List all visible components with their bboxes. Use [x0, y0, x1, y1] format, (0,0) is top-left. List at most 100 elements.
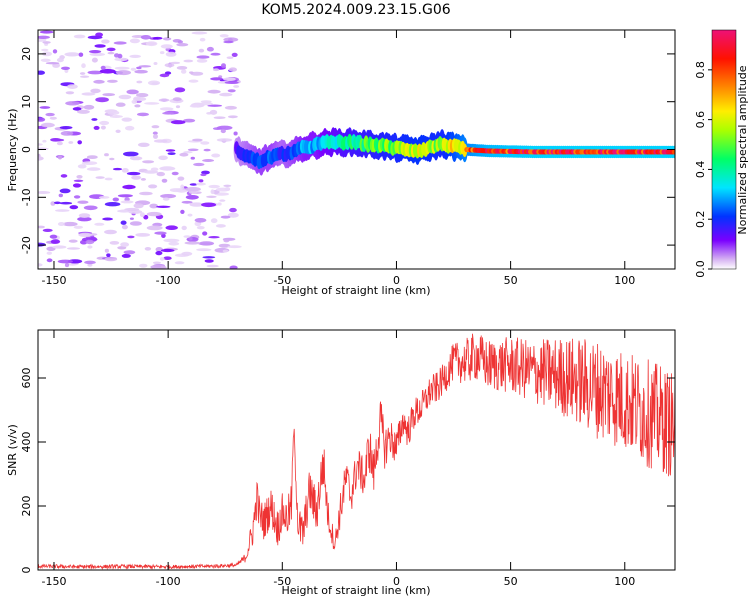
spectrogram-noise-cell	[106, 47, 116, 52]
spectrogram-noise-cell	[81, 92, 96, 96]
spectrogram-noise-cell	[72, 107, 82, 111]
spectrogram-noise-cell	[229, 207, 237, 213]
spectrogram-noise-cell	[215, 224, 226, 228]
spectrogram-noise-cell	[61, 66, 70, 71]
spectrogram-noise-cell	[114, 66, 130, 70]
spectrogram-noise-cell	[151, 82, 159, 85]
spectrogram-noise-cell	[191, 31, 208, 35]
spectrogram-noise-cell	[130, 67, 137, 71]
spectrogram-noise-cell	[227, 115, 238, 119]
spectrogram-noise-cell	[177, 176, 185, 181]
spectrogram-noise-cell	[144, 247, 152, 251]
spectrogram-noise-cell	[72, 183, 82, 188]
spectrogram-noise-cell	[115, 129, 121, 133]
spectrogram-noise-cell	[179, 152, 189, 157]
spectrogram-noise-cell	[163, 238, 180, 243]
spectrogram-noise-cell	[217, 202, 222, 206]
spectrogram-noise-cell	[112, 167, 123, 171]
spectrogram-noise-cell	[233, 131, 238, 136]
spectrogram-noise-cell	[203, 148, 211, 152]
snr-plot-area	[38, 333, 675, 570]
colorbar-tick-label: 0.0	[694, 260, 707, 278]
spectrogram-noise-cell	[196, 248, 212, 252]
spectrogram-noise-cell	[170, 61, 181, 65]
spectrogram-noise-cell	[223, 184, 232, 187]
spectrogram-noise-cell	[216, 138, 233, 142]
spectrogram-noise-cell	[188, 79, 199, 83]
spectrogram-noise-cell	[207, 89, 221, 94]
spectrogram-noise-cell	[78, 213, 91, 219]
spectrogram-noise-cell	[183, 151, 193, 154]
spectrogram-noise-cell	[211, 153, 221, 158]
spectrogram-noise-cell	[59, 188, 71, 194]
spectrogram-noise-cell	[73, 34, 86, 39]
spectrogram-noise-cell	[45, 62, 60, 65]
spectrogram-noise-cell	[131, 99, 138, 104]
spectrogram-noise-cell	[188, 190, 198, 194]
spectrogram-noise-cell	[86, 167, 101, 171]
spectrogram-noise-cell	[65, 91, 75, 95]
spectrogram-noise-cell	[64, 263, 70, 268]
spectrogram-noise-cell	[126, 171, 141, 176]
spectrogram-noise-cell	[77, 140, 82, 145]
spectrogram-noise-cell	[181, 69, 187, 74]
spectrogram-noise-cell	[131, 175, 142, 180]
spectrogram-noise-cell	[208, 236, 220, 239]
spectrogram-noise-cell	[223, 40, 234, 44]
spectrogram-noise-cell	[137, 112, 149, 117]
spectrogram-noise-cell	[194, 218, 207, 223]
spectrogram-noise-cell	[99, 69, 116, 74]
spectrogram-noise-cell	[134, 104, 141, 108]
spectrogram-noise-cell	[145, 41, 158, 47]
spectrogram-noise-cell	[77, 164, 87, 169]
snr-y-ticks: 0 200 400 600	[20, 368, 675, 574]
spectrogram-x-tick-label: 50	[504, 274, 518, 287]
spectrogram-noise-cell	[116, 70, 131, 76]
spectrogram-noise-cell	[95, 97, 109, 103]
spectrogram-noise-cell	[52, 245, 67, 249]
spectrogram-noise-cell	[45, 112, 55, 117]
spectrogram-noise-cell	[65, 101, 80, 106]
colorbar-ticks: 0.0 0.2 0.4 0.6 0.8	[694, 61, 712, 278]
spectrogram-noise-cell	[127, 235, 135, 239]
spectrogram-noise-cell	[199, 37, 206, 42]
colorbar-label: Normalized spectral amplitude	[736, 65, 749, 234]
spectrogram-noise-cell	[121, 253, 131, 258]
spectrogram-noise-cell	[118, 94, 132, 100]
spectrogram-noise-cell	[83, 104, 95, 110]
spectrogram-noise-cell	[64, 52, 80, 57]
spectrogram-noise-cell	[114, 57, 128, 62]
snr-x-tick-label: 100	[614, 575, 635, 588]
spectrogram-noise-cell	[98, 196, 110, 199]
spectrogram-noise-cell	[156, 171, 165, 177]
spectrogram-noise-cell	[60, 131, 74, 136]
spectrogram-noise-cell	[159, 257, 165, 261]
spectrogram-noise-cell	[115, 102, 126, 107]
spectrogram-noise-cell	[219, 34, 229, 38]
spectrogram-noise-cell	[219, 92, 233, 97]
spectrogram-noise-cell	[150, 167, 159, 172]
spectrogram-noise-cell	[109, 241, 120, 245]
spectrogram-noise-cell	[165, 149, 176, 152]
spectrogram-noise-cell	[109, 157, 115, 161]
spectrogram-noise-cell	[120, 220, 127, 225]
spectrogram-noise-cell	[183, 235, 191, 238]
spectrogram-noise-cell	[121, 224, 128, 230]
spectrogram-noise-cell	[104, 257, 118, 262]
spectrogram-noise-cell	[222, 249, 229, 253]
spectrogram-noise-cell	[155, 251, 163, 256]
spectrogram-noise-cell	[85, 239, 95, 245]
spectrogram-noise-cell	[152, 131, 158, 135]
spectrogram-noise-cell	[81, 63, 86, 69]
spectrogram-noise-cell	[57, 259, 73, 264]
spectrogram-noise-cell	[102, 93, 115, 97]
spectrogram-noise-cell	[104, 202, 121, 207]
spectrogram-noise-cell	[164, 63, 175, 68]
spectrogram-noise-cell	[121, 168, 129, 173]
spectrogram-noise-cell	[112, 197, 120, 202]
spectrogram-noise-cell	[218, 75, 223, 79]
spectrogram-noise-cell	[104, 229, 117, 235]
colorbar-gradient	[712, 30, 736, 269]
spectrogram-noise-cell	[107, 110, 120, 115]
